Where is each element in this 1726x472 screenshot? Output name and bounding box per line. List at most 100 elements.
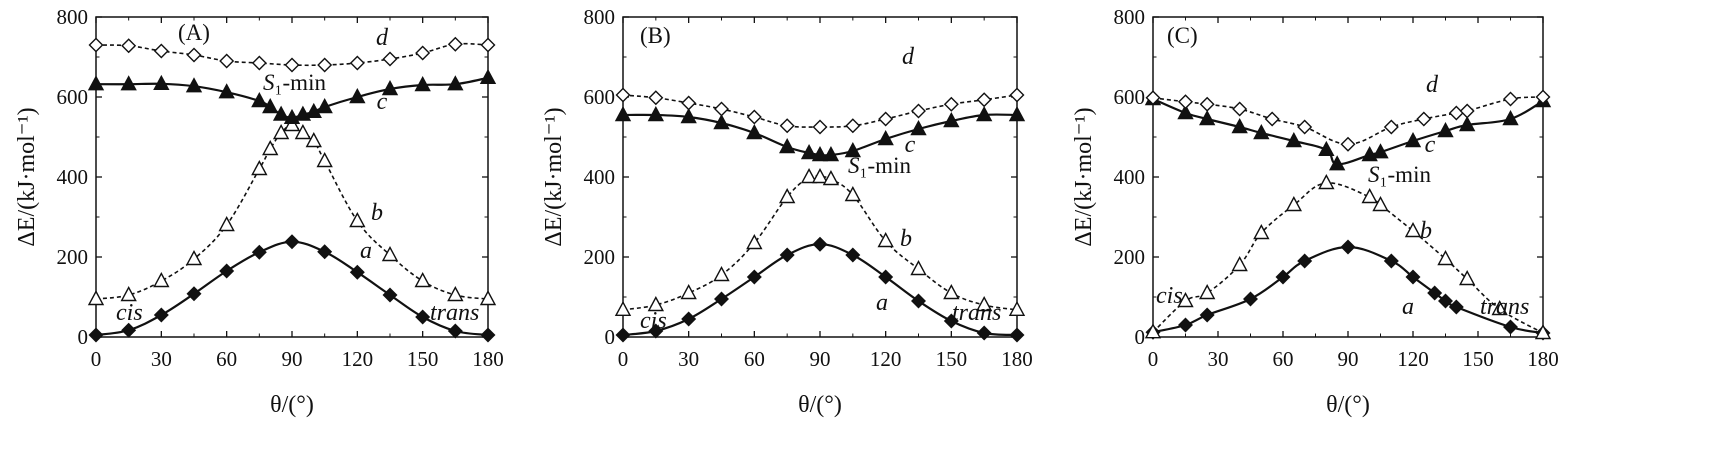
series-a-label: a — [1402, 294, 1414, 320]
y-tick-label: 400 — [584, 165, 616, 189]
series-b-point — [1491, 300, 1508, 316]
series-a-point — [251, 244, 267, 260]
series-c-point — [1231, 118, 1248, 134]
series-a-label: a — [876, 290, 888, 316]
series-a-point — [845, 247, 861, 263]
series-a-point — [415, 309, 431, 325]
series-b-point — [614, 300, 632, 316]
x-tick-label: 150 — [936, 347, 968, 371]
series-d-point — [447, 36, 463, 52]
series-a-point — [1438, 293, 1453, 309]
series-b — [1144, 174, 1552, 340]
series-a-point — [1275, 269, 1291, 285]
x-tick-label: 150 — [1462, 347, 1494, 371]
series-c-point — [877, 130, 894, 146]
panel-label: (B) — [640, 23, 671, 48]
series-c — [614, 106, 1026, 162]
y-tick-label: 200 — [584, 245, 616, 269]
series-b-line — [95, 124, 489, 300]
y-tick-label: 600 — [584, 85, 616, 109]
series-a-point — [1503, 319, 1518, 335]
series-c-point — [822, 146, 840, 162]
series-d-point — [878, 111, 894, 127]
series-a-point — [779, 247, 795, 263]
series-d-point — [648, 90, 664, 106]
series-c-point — [1008, 106, 1026, 122]
series-b-point — [414, 272, 431, 288]
series-a-point — [447, 323, 463, 339]
series-b-point — [1285, 196, 1303, 212]
series-b-label: b — [900, 226, 912, 252]
series-a-point — [1243, 291, 1258, 307]
series-c-point — [1253, 124, 1270, 140]
trans-annotation: trans — [1480, 294, 1529, 320]
series-c-point — [800, 144, 818, 160]
x-tick-label: 0 — [618, 347, 629, 371]
series-a-point — [480, 327, 496, 343]
series-b-point — [305, 132, 322, 148]
series-b-point — [1144, 323, 1162, 339]
series-d-point — [943, 96, 959, 112]
y-axis-title: ΔE/(kJ·mol⁻¹) — [14, 107, 40, 246]
series-a-point — [714, 291, 729, 307]
series-c-point — [349, 88, 366, 104]
s1-min-annotation: S₁-min — [263, 70, 326, 95]
x-tick-label: 60 — [744, 347, 765, 371]
series-b-point — [975, 296, 993, 312]
y-tick-label: 0 — [1135, 325, 1146, 349]
s1-min-annotation: S₁-min — [1368, 162, 1431, 187]
series-d-point — [681, 95, 697, 111]
series-d — [1145, 89, 1551, 152]
series-d-point — [1459, 103, 1475, 119]
cis-annotation: cis — [1156, 283, 1183, 309]
series-d-point — [779, 118, 795, 134]
x-tick-label: 0 — [91, 347, 102, 371]
series-b-point — [349, 212, 366, 228]
series-a-point — [615, 327, 631, 343]
x-tick-label: 90 — [1338, 347, 1359, 371]
series-c-point — [1372, 143, 1389, 159]
series-b-point — [381, 246, 399, 262]
series-a — [1145, 239, 1551, 341]
series-b-point — [1534, 324, 1552, 340]
series-d-point — [317, 57, 333, 73]
series-a-point — [219, 263, 235, 279]
series-d-point — [1009, 87, 1025, 103]
y-tick-label: 800 — [1114, 5, 1146, 29]
series-a-point — [186, 286, 202, 302]
series-d-point — [153, 43, 169, 59]
series-a-point — [1448, 299, 1464, 315]
series-d-point — [1199, 96, 1215, 112]
series-c-point — [479, 68, 497, 85]
series-d-point — [121, 38, 137, 54]
series-b-point — [1458, 270, 1476, 286]
series-d-point — [382, 51, 398, 67]
series-a-point — [1297, 253, 1313, 269]
series-a-point — [1340, 239, 1356, 255]
series-b-point — [153, 272, 170, 288]
series-c-label: c — [377, 89, 388, 115]
series-d-point — [1297, 119, 1313, 135]
panel-2: 0 30 60 90 120 150 180 0 200 400 600 800 θ/(°) ΔE/(kJ… — [1071, 5, 1559, 418]
series-a-point — [1427, 285, 1443, 301]
x-tick-label: 180 — [1001, 347, 1033, 371]
series-c-point — [316, 98, 333, 114]
series-d-point — [186, 47, 202, 63]
series-c-label: c — [905, 132, 916, 158]
series-c-point — [1437, 122, 1454, 138]
series-d-point — [284, 57, 300, 73]
series-d-point — [911, 103, 926, 119]
series-a — [615, 236, 1025, 343]
x-axis-title: θ/(°) — [1326, 392, 1370, 418]
x-tick-label: 90 — [810, 347, 831, 371]
series-a-point — [681, 311, 697, 327]
series-a-point — [1405, 269, 1421, 285]
series-d-point — [1340, 136, 1356, 152]
series-a-point — [648, 323, 664, 339]
series-b — [87, 116, 497, 306]
series-b-point — [1361, 188, 1378, 204]
series-a-point — [1178, 317, 1193, 333]
s1-min-annotation: S₁-min — [848, 153, 911, 178]
series-c-point — [414, 76, 431, 92]
series-d-point — [480, 37, 496, 53]
